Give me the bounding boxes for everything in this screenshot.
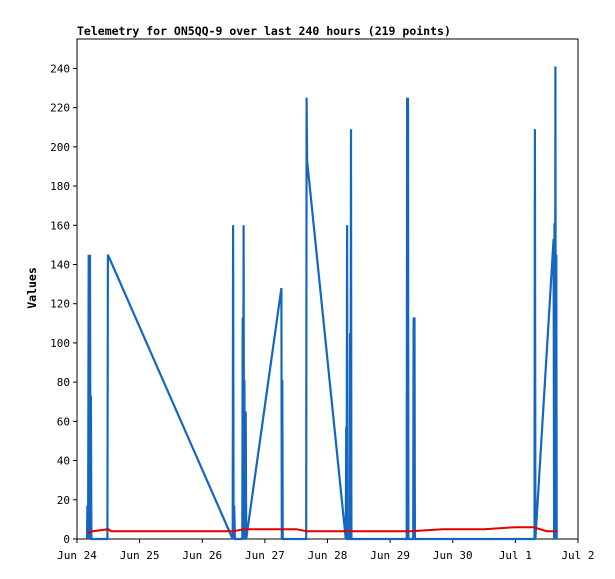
y-axis-label: Values xyxy=(25,267,39,309)
y-tick-label: 200 xyxy=(50,141,70,154)
series-line-1 xyxy=(85,66,558,541)
y-tick-label: 120 xyxy=(50,298,70,311)
x-tick-label: Jun 27 xyxy=(245,549,285,562)
x-tick-label: Jul 1 xyxy=(499,549,532,562)
y-tick-label: 100 xyxy=(50,337,70,350)
x-tick-label: Jun 28 xyxy=(308,549,348,562)
x-tick-label: Jun 29 xyxy=(370,549,410,562)
y-tick-label: 180 xyxy=(50,180,70,193)
y-tick-label: 160 xyxy=(50,219,70,232)
x-tick-label: Jul 2 xyxy=(561,549,594,562)
x-tick-label: Jun 25 xyxy=(120,549,160,562)
x-tick-label: Jun 30 xyxy=(433,549,473,562)
y-tick-label: 60 xyxy=(57,415,70,428)
y-tick-label: 140 xyxy=(50,258,70,271)
y-tick-label: 40 xyxy=(57,455,70,468)
chart-title: Telemetry for ON5QQ-9 over last 240 hour… xyxy=(77,24,451,38)
series-layer xyxy=(85,66,558,541)
x-tick-label: Jun 26 xyxy=(182,549,222,562)
x-ticks: Jun 24 Jun 25 Jun 26 Jun 27 Jun 28 Jun 29 Jun … xyxy=(57,539,595,562)
y-ticks: 0 20 40 60 80 100 120 140 160 180 200 220 240 xyxy=(50,62,77,546)
y-tick-label: 220 xyxy=(50,102,70,115)
y-tick-label: 0 xyxy=(63,533,70,546)
series-line-2 xyxy=(87,526,558,535)
x-tick-label: Jun 24 xyxy=(57,549,97,562)
y-tick-label: 80 xyxy=(57,376,70,389)
plot-frame xyxy=(76,38,579,540)
y-tick-label: 20 xyxy=(57,494,70,507)
y-tick-label: 240 xyxy=(50,62,70,75)
